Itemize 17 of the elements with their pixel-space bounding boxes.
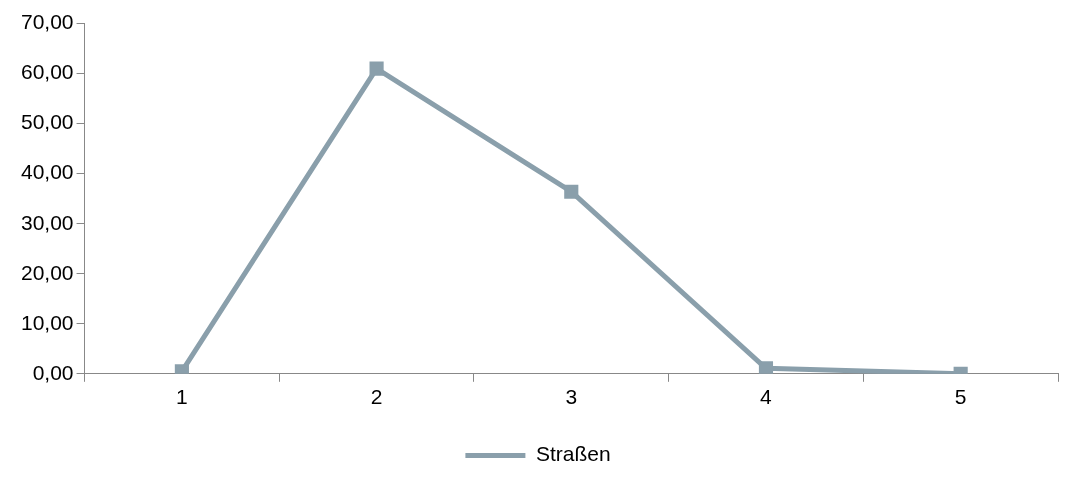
point <box>564 184 579 199</box>
x-tick-label: 5 <box>954 385 967 409</box>
legend-label: Straßen <box>535 442 611 466</box>
y-tick-label: 0,00 <box>32 360 74 384</box>
x-tick-label: 4 <box>760 385 773 409</box>
x-tick-label: 3 <box>565 385 578 409</box>
y-tick-label: 50,00 <box>20 110 74 134</box>
x-tick-label: 1 <box>176 385 188 409</box>
y-tick-label: 30,00 <box>20 210 74 234</box>
y-tick-label: 20,00 <box>20 260 74 284</box>
y-tick-label: 70,00 <box>20 10 74 34</box>
y-tick-label: 10,00 <box>20 310 74 334</box>
x-tick-label: 2 <box>370 385 383 409</box>
point <box>758 361 774 374</box>
y-tick-label: 40,00 <box>20 160 74 184</box>
y-tick-label: 60,00 <box>20 60 74 84</box>
point <box>369 61 384 76</box>
